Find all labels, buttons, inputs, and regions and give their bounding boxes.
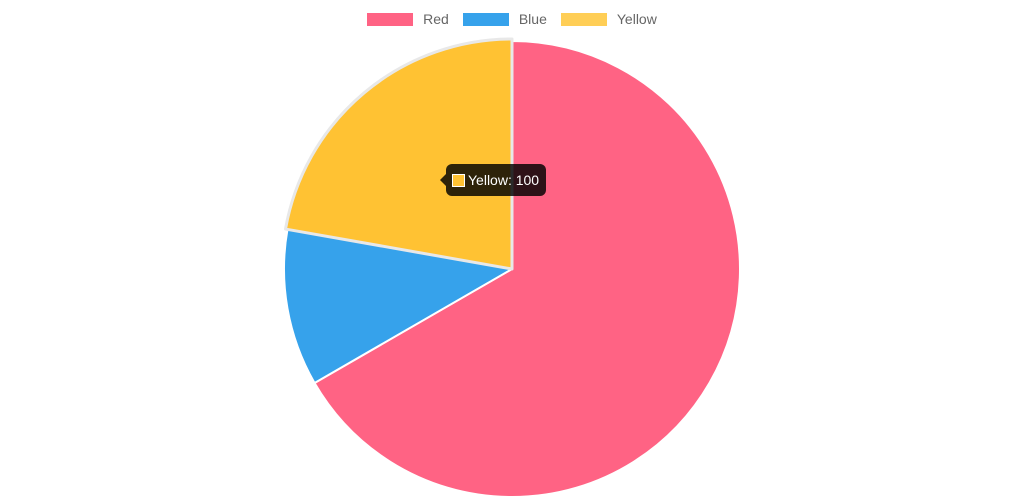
legend-item-yellow[interactable]: Yellow xyxy=(560,11,657,27)
legend-label-yellow: Yellow xyxy=(616,11,657,27)
legend-swatch-red xyxy=(367,12,414,26)
pie-slice-yellow[interactable] xyxy=(283,37,514,271)
legend-item-blue[interactable]: Blue xyxy=(462,11,547,27)
chart-legend: Red Blue Yellow xyxy=(0,9,1024,29)
tooltip-swatch xyxy=(452,173,465,187)
legend-label-red: Red xyxy=(423,11,449,27)
pie-slice-red[interactable] xyxy=(313,40,741,498)
legend-swatch-yellow xyxy=(560,12,607,26)
legend-label-blue: Blue xyxy=(518,11,547,27)
legend-item-red[interactable]: Red xyxy=(367,12,449,26)
pie-slice-blue[interactable] xyxy=(283,228,513,384)
legend-swatch-blue xyxy=(462,12,509,26)
chart-tooltip: Yellow: 100 xyxy=(439,164,547,196)
tooltip-text: Yellow: 100 xyxy=(468,172,540,188)
